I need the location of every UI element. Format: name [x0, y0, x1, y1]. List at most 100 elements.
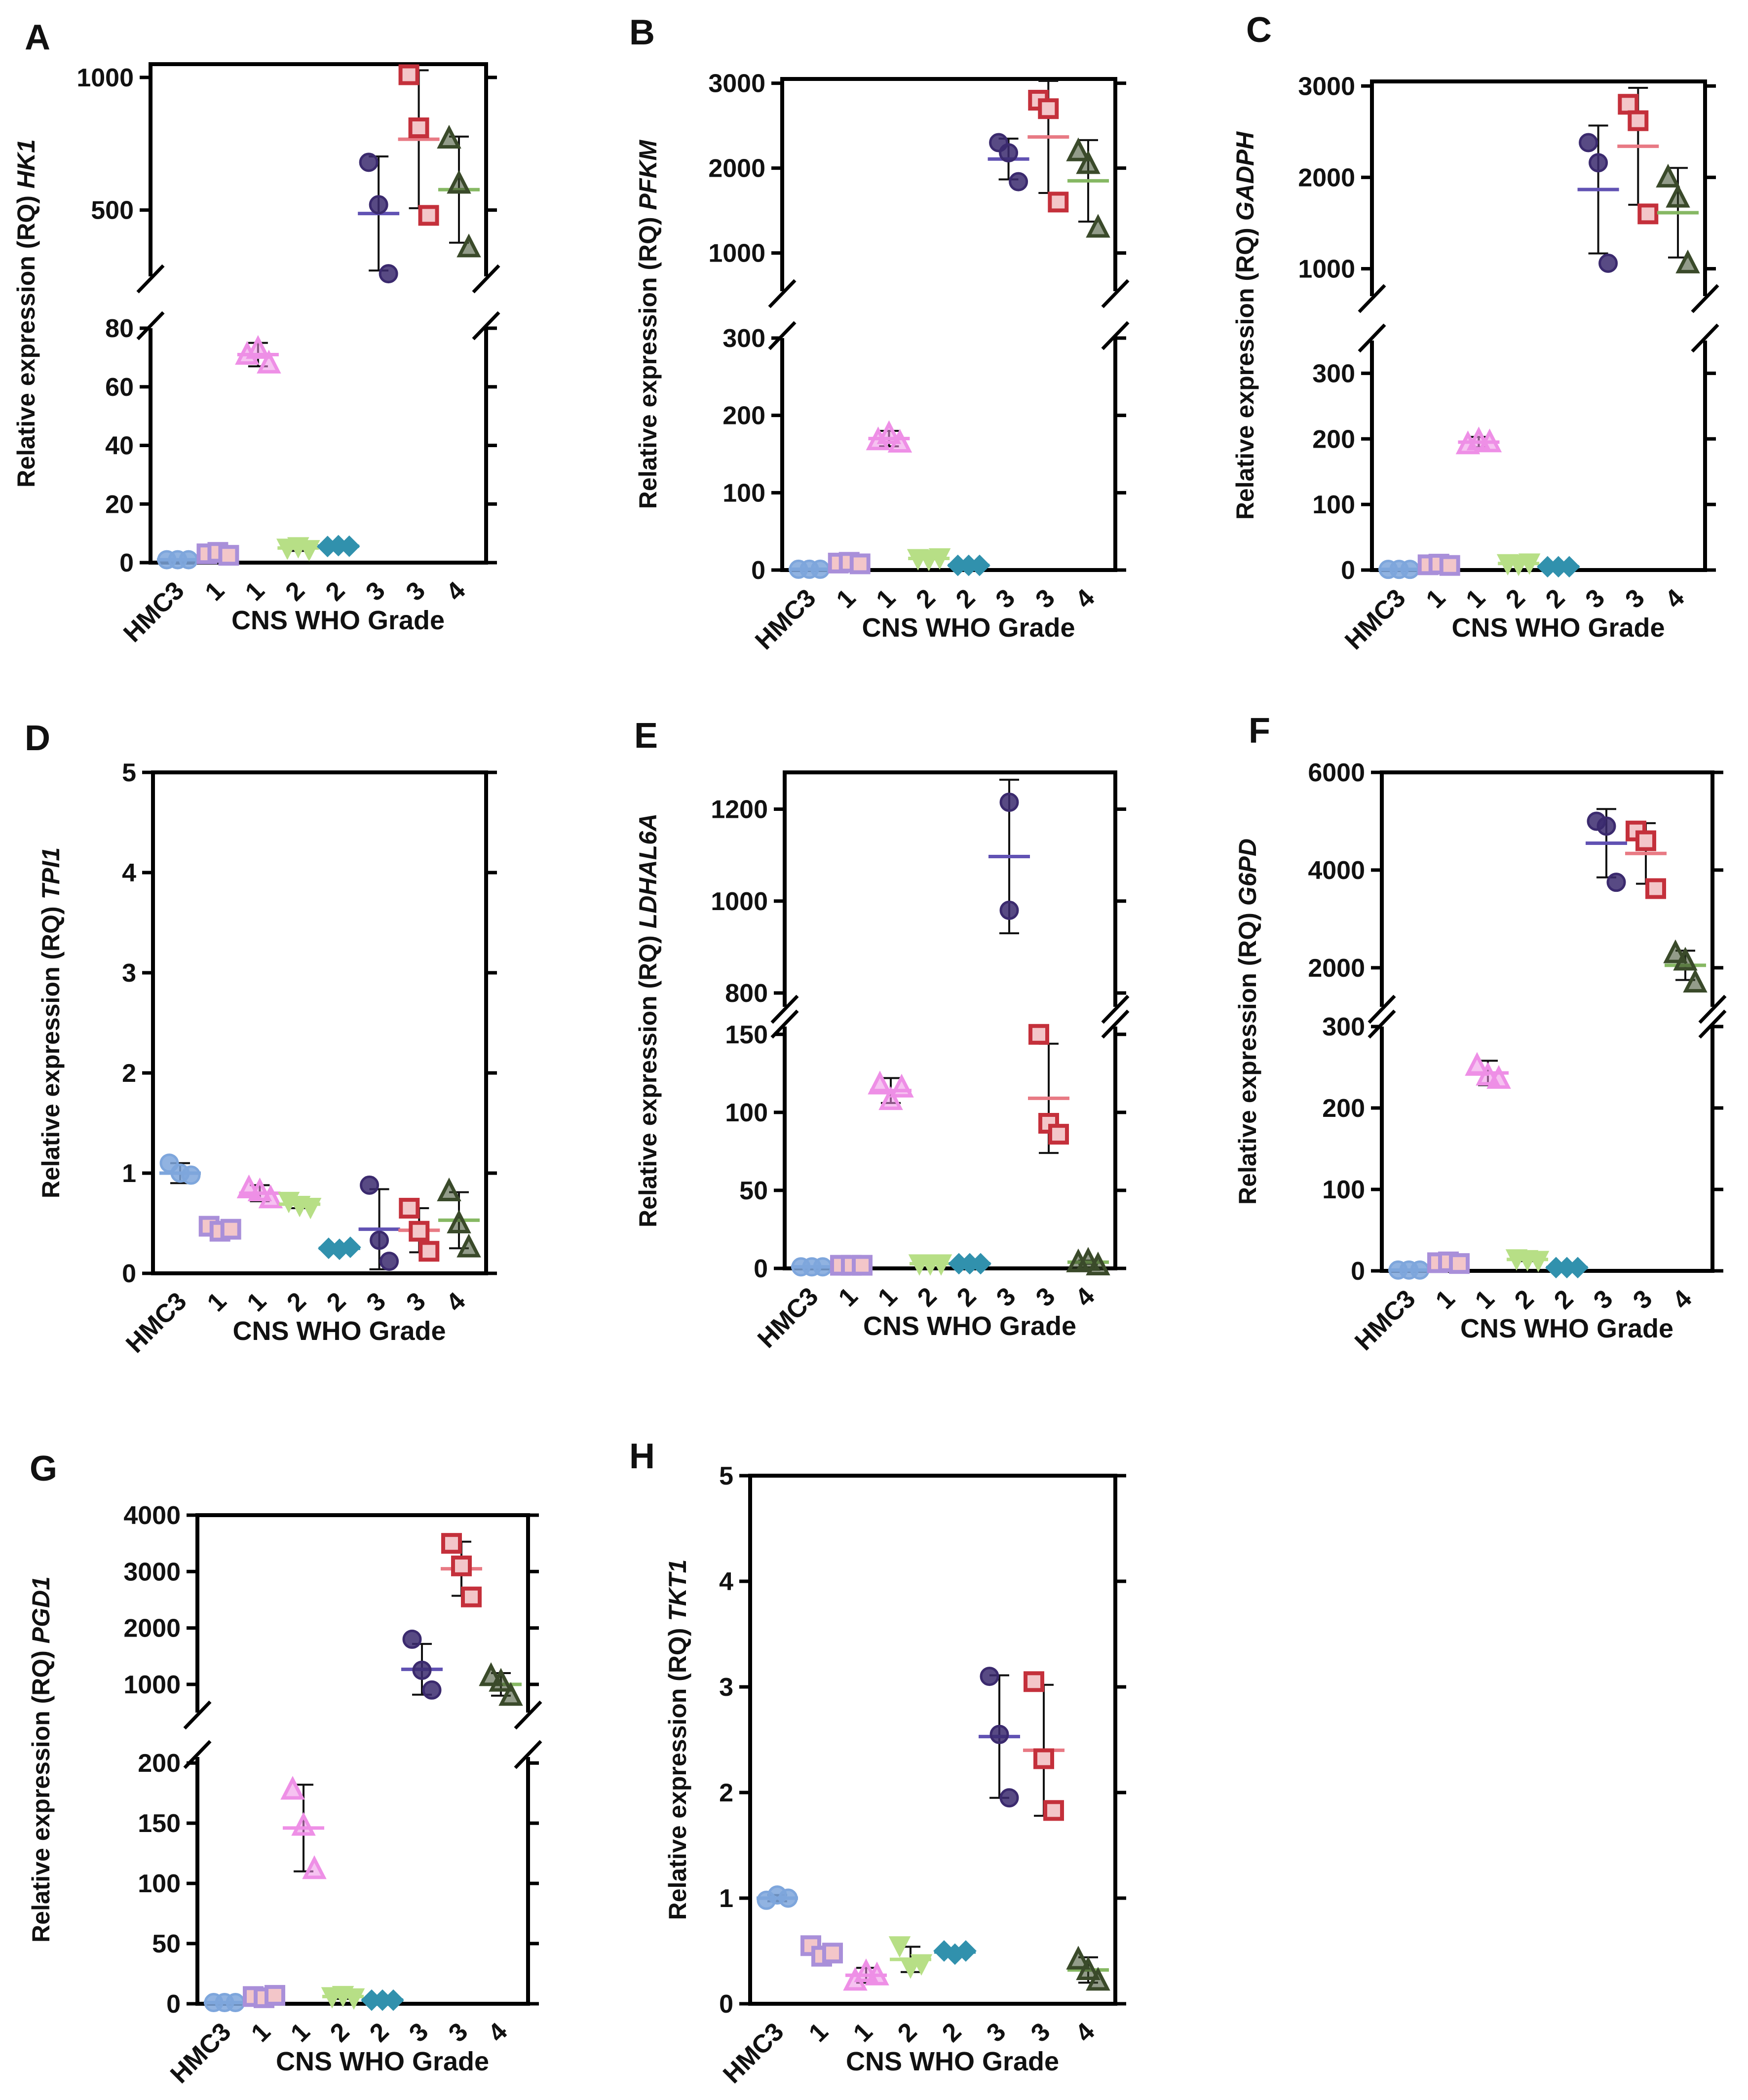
series-group-7	[1066, 1247, 1110, 1276]
data-point	[849, 553, 871, 574]
data-point	[382, 1989, 404, 2011]
y-tick-label: 1200	[711, 796, 768, 824]
series-group-0	[204, 1993, 245, 2013]
data-point	[246, 335, 270, 359]
x-axis-label: CNS WHO Grade	[231, 606, 445, 635]
series-group-1	[830, 1255, 873, 1276]
series-group-0	[789, 559, 830, 579]
data-point	[989, 1724, 1009, 1744]
series-group-3	[888, 1936, 933, 1979]
x-tick-label: HMC3	[118, 576, 190, 648]
data-point	[810, 559, 830, 579]
series-group-6	[1023, 1671, 1064, 1821]
y-tick-label: 300	[1322, 1013, 1365, 1041]
data-point	[865, 1961, 889, 1985]
data-point	[218, 545, 239, 566]
series-group-7	[437, 124, 481, 258]
plot-frame-lower	[1380, 1027, 1714, 1273]
series-group-4	[947, 554, 990, 576]
x-tick-label: 1	[1460, 583, 1490, 613]
panel-label: A	[25, 18, 50, 57]
x-tick-label: 2	[321, 1287, 351, 1317]
series-group-3	[321, 1985, 365, 2010]
series-group-5	[358, 153, 400, 284]
panel-label: D	[25, 719, 50, 758]
data-point	[1048, 1124, 1069, 1145]
data-point	[338, 535, 360, 557]
series-group-0	[159, 1153, 201, 1185]
data-point	[980, 1667, 999, 1686]
data-point	[1558, 556, 1580, 578]
series-group-3	[908, 1254, 952, 1276]
y-axis-label-gene: TKT1	[664, 1560, 691, 1621]
series-group-1	[800, 1935, 843, 1967]
plot-frame-lower	[195, 1757, 530, 2006]
x-tick-label: 2	[280, 576, 310, 606]
series-group-2	[843, 1958, 889, 1991]
data-point	[1683, 968, 1708, 993]
axis-break-mark	[1691, 284, 1719, 313]
series-group-5	[988, 133, 1029, 191]
x-tick-label: 3	[404, 2017, 434, 2047]
x-tick-label: 2	[364, 2017, 394, 2047]
y-axis-label: Relative expression (RQ) PGD1	[27, 1576, 55, 1943]
plot-frame-upper	[149, 62, 488, 276]
x-tick-label: 4	[441, 576, 471, 607]
x-tick-label: 2	[1500, 583, 1530, 613]
y-tick-label: 150	[138, 1809, 181, 1838]
data-point	[930, 1254, 952, 1276]
data-point	[1598, 253, 1618, 273]
data-point	[778, 1888, 798, 1908]
plot-frame	[748, 1474, 1117, 2006]
y-axis-label-gene: PFKM	[634, 139, 662, 210]
data-point	[999, 793, 1019, 812]
data-point	[451, 1555, 472, 1576]
data-point	[1579, 133, 1598, 153]
x-tick-label: 3	[1026, 2017, 1056, 2047]
data-point	[999, 1788, 1019, 1808]
plot-frame-upper	[1370, 79, 1707, 296]
series-group-0	[1388, 1260, 1430, 1280]
data-point	[955, 1940, 977, 1962]
data-point	[437, 124, 461, 149]
data-point	[418, 1241, 440, 1262]
panel-label: E	[634, 716, 658, 756]
data-point	[1024, 1671, 1044, 1692]
data-point	[265, 1985, 285, 2006]
data-point	[1086, 1252, 1110, 1276]
plot-frame-lower	[783, 1027, 1117, 1270]
data-point	[340, 1236, 361, 1259]
y-axis-label: Relative expression (RQ) GADPH	[1231, 131, 1259, 520]
x-tick-label: 3	[1580, 583, 1610, 613]
series-group-5	[1586, 808, 1627, 892]
y-tick-label: 0	[754, 1255, 768, 1283]
x-tick-label: 4	[1070, 2017, 1101, 2048]
series-group-5	[401, 1629, 443, 1700]
series-group-4	[316, 535, 360, 558]
x-tick-label: 2	[325, 2017, 355, 2047]
data-point	[1618, 94, 1639, 115]
series-group-7	[479, 1662, 523, 1706]
y-axis-label-gene: GADPH	[1231, 131, 1259, 221]
axis-break-mark	[1698, 1009, 1727, 1039]
x-tick-label: HMC3	[718, 2017, 789, 2089]
y-tick-label: 0	[719, 1990, 733, 2019]
y-tick-label: 4	[719, 1567, 733, 1596]
y-tick-label: 6000	[1308, 759, 1365, 787]
x-tick-label: 1	[1421, 583, 1451, 613]
axis-break-mark	[1698, 994, 1727, 1024]
panel-label: G	[30, 1449, 57, 1489]
x-tick-label: 2	[1540, 583, 1570, 613]
axis-break-mark	[514, 1700, 542, 1730]
series-group-6	[398, 64, 440, 226]
y-tick-label: 3	[122, 959, 136, 988]
y-tick-label: 50	[739, 1177, 768, 1205]
axis-break-mark	[1101, 1009, 1130, 1039]
data-point	[888, 1936, 911, 1958]
series-group-0	[791, 1257, 833, 1277]
x-tick-label: 3	[401, 576, 431, 606]
y-axis-label-gene: LDHAL6A	[634, 813, 662, 928]
data-point	[1666, 184, 1690, 208]
x-tick-label: 2	[281, 1287, 311, 1317]
